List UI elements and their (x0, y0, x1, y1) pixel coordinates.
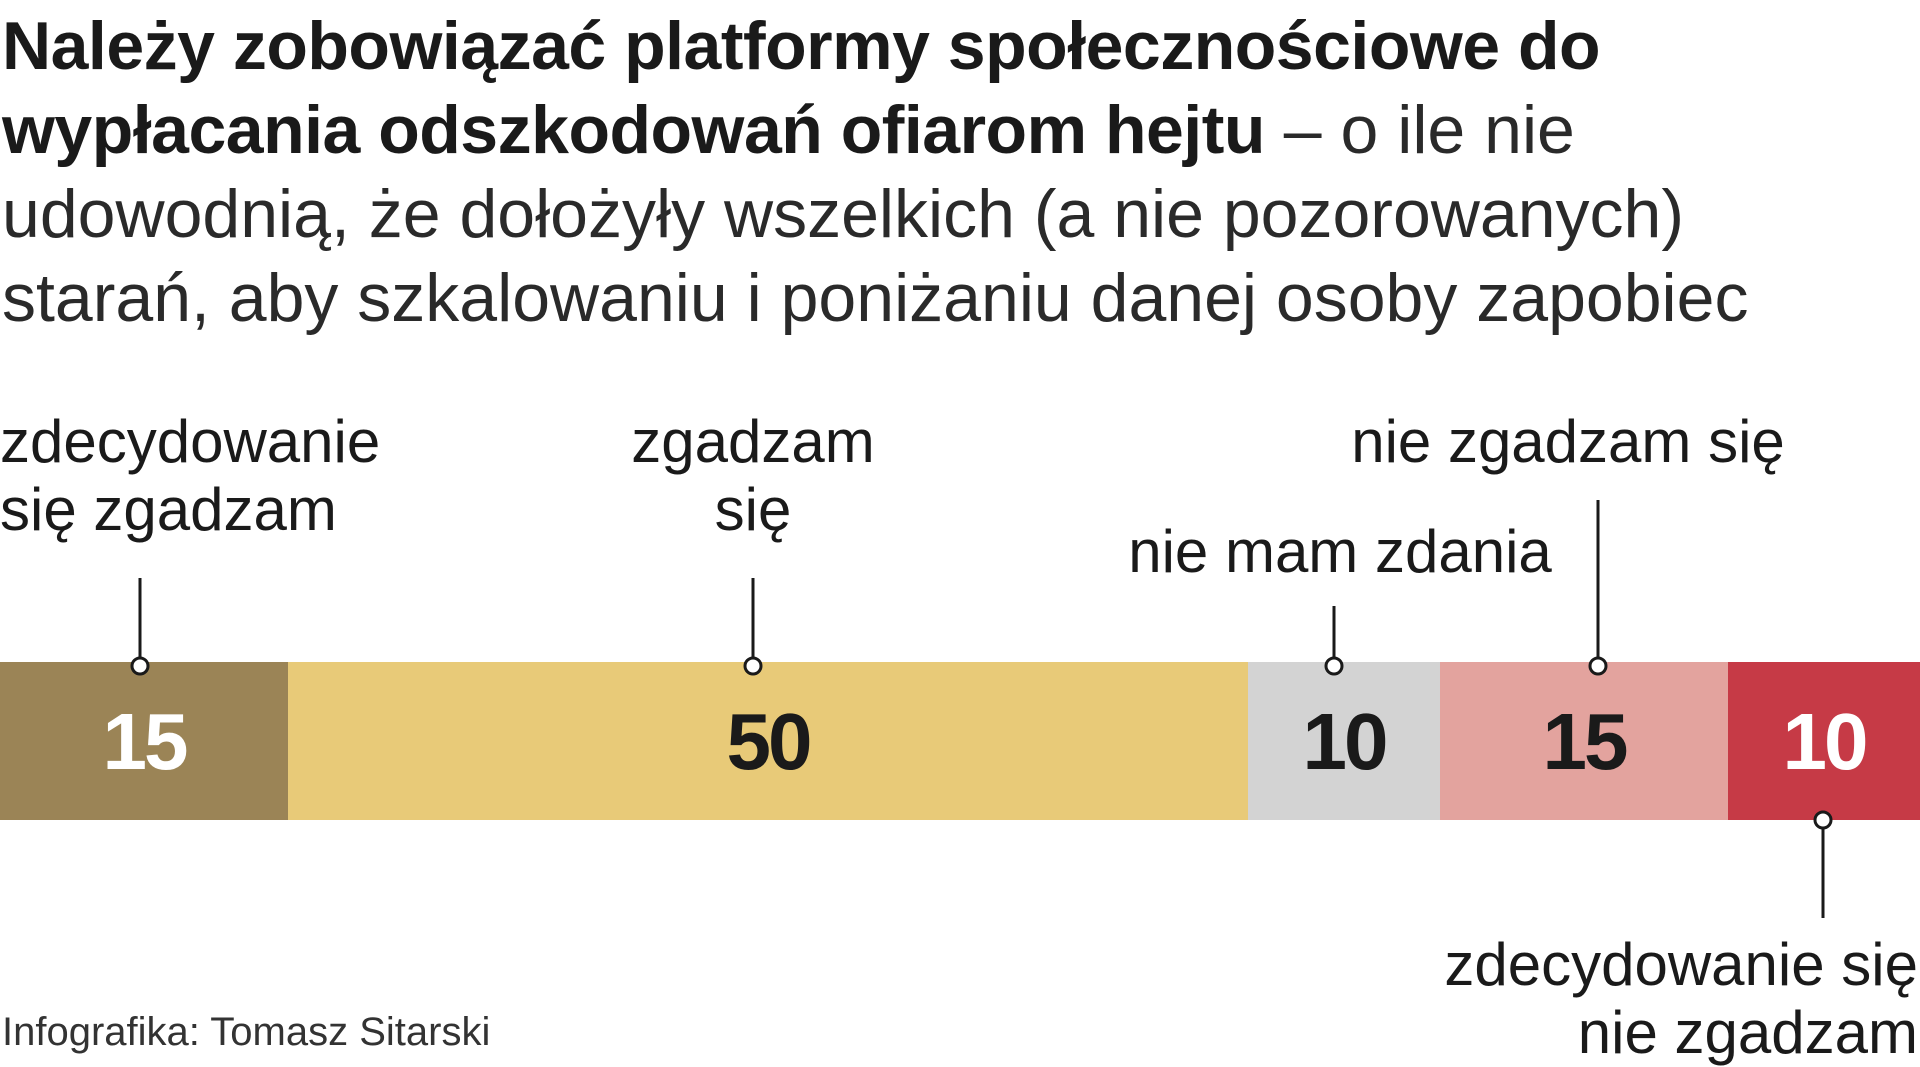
bar-segment-4 (1440, 662, 1729, 820)
category-label-5-line-1: zdecydowanie się (1444, 931, 1918, 998)
category-label-1-line-1: zdecydowanie (0, 408, 380, 475)
category-label-2-line-2: się (715, 476, 792, 543)
title-bold-part: Należy zobowiązać platformy społeczności… (2, 8, 1601, 168)
leader-marker-1 (130, 656, 150, 676)
data-label-3: 10 (1303, 697, 1386, 786)
category-label-3-line-1: nie mam zdania (1128, 518, 1552, 585)
category-label-5-line-2: nie zgadzam (1578, 999, 1918, 1066)
chart-title: Należy zobowiązać platformy społeczności… (2, 4, 1902, 340)
leader-marker-2 (743, 656, 763, 676)
bar-segment-1 (0, 662, 289, 820)
category-label-2-line-1: zgadzam (631, 408, 874, 475)
data-label-1: 15 (103, 697, 187, 786)
data-label-2: 50 (727, 697, 810, 786)
bar-segment-2 (288, 662, 1249, 820)
title-light-part: – o ile nie udowodnią, że dołożyły wszel… (2, 92, 1749, 336)
category-label-1-line-2: się zgadzam (0, 476, 337, 543)
bar-segment-5 (1728, 662, 1920, 820)
bar-segment-3 (1248, 662, 1441, 820)
leader-marker-3 (1324, 656, 1344, 676)
data-label-4: 15 (1543, 697, 1627, 786)
leader-marker-5 (1813, 810, 1833, 830)
leader-marker-4 (1588, 656, 1608, 676)
infographic-credit: Infografika: Tomasz Sitarski (2, 1010, 491, 1054)
category-label-4-line-1: nie zgadzam się (1351, 408, 1785, 475)
data-label-5: 10 (1783, 697, 1866, 786)
